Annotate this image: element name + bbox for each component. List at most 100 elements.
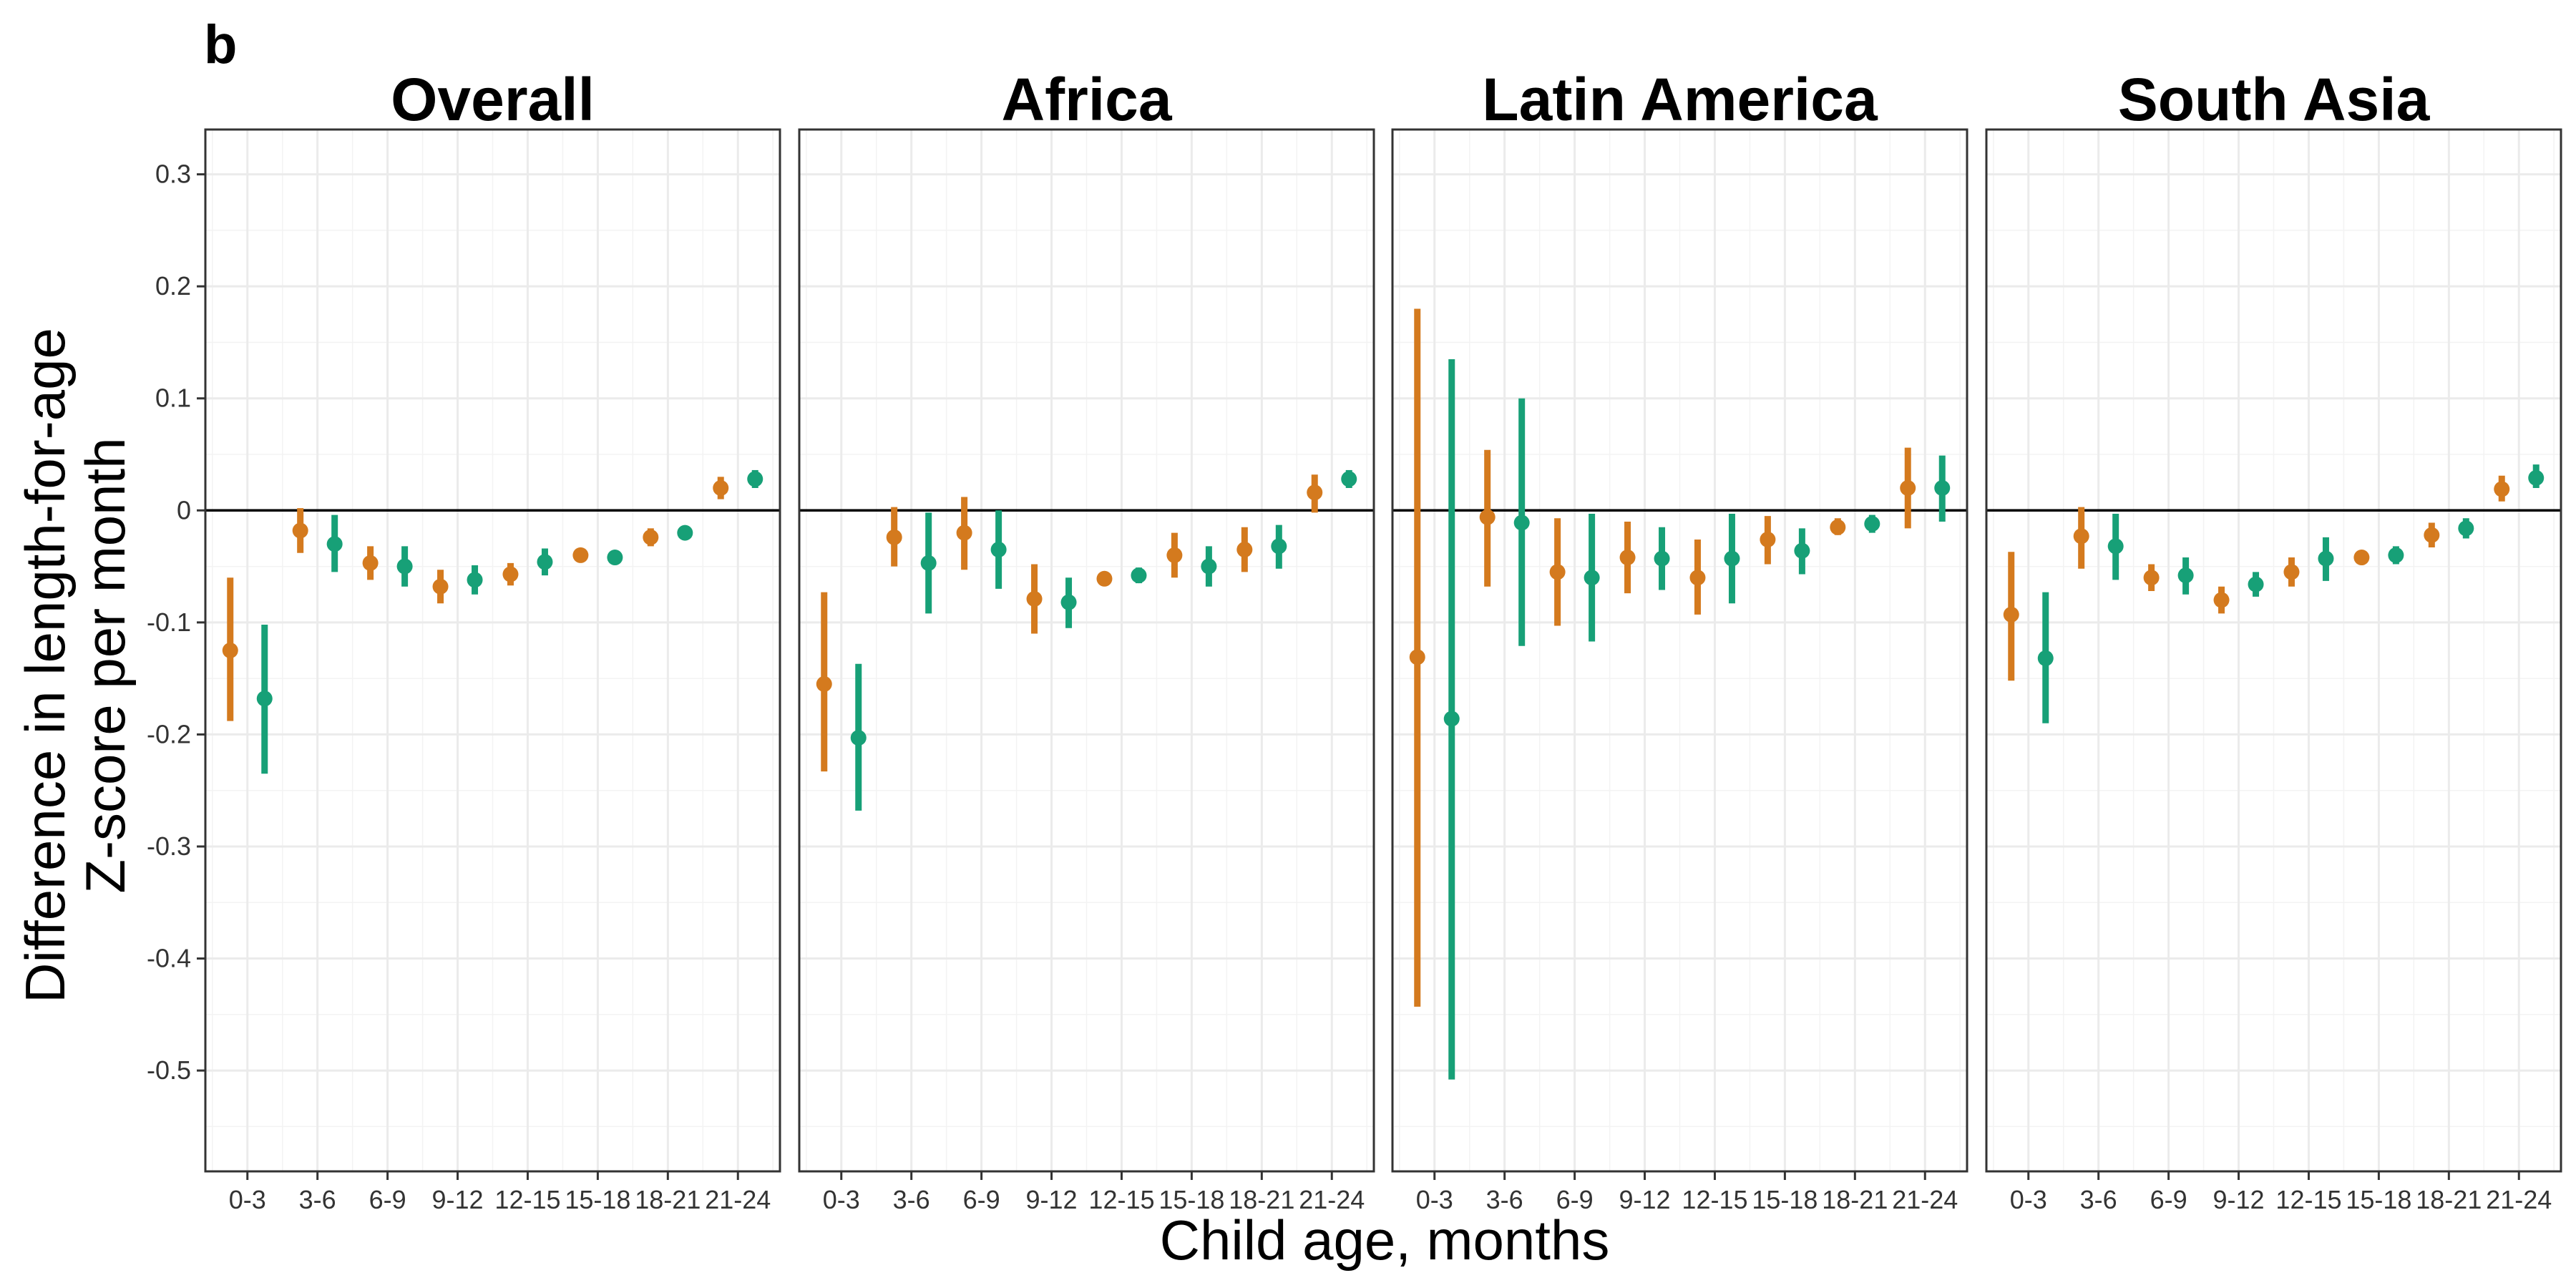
x-tick-label: 15-18 xyxy=(565,1185,630,1214)
x-tick-label: 0-3 xyxy=(823,1185,860,1214)
y-axis-title: Difference in length-for-age Z-score per… xyxy=(14,328,137,1003)
panel-south-asia: South Asia 0-3 3-6 6-9 9-12 12-15 15-18 18-21 21… xyxy=(1985,66,2562,1214)
point-series1-15-18 xyxy=(1760,532,1776,548)
x-tick-label: 9-12 xyxy=(432,1185,484,1214)
point-series2-9-12 xyxy=(2248,576,2264,592)
x-tick-label: 12-15 xyxy=(1088,1185,1154,1214)
point-series1-6-9 xyxy=(956,525,972,541)
x-tick-label: 15-18 xyxy=(2346,1185,2411,1214)
point-series1-6-9 xyxy=(1549,564,1566,580)
point-series1-12-15 xyxy=(2283,564,2300,580)
point-series1-3-6 xyxy=(886,529,902,545)
point-series1-6-9 xyxy=(2143,570,2160,586)
point-series1-0-3 xyxy=(222,643,238,658)
y-tick-label: -0.3 xyxy=(147,831,191,861)
x-tick-label: 6-9 xyxy=(2150,1185,2187,1214)
point-series2-6-9 xyxy=(2177,567,2194,584)
panel-frame xyxy=(1391,128,1968,1173)
point-series2-15-18 xyxy=(2388,547,2404,563)
x-tick-label: 6-9 xyxy=(369,1185,406,1214)
point-series2-0-3 xyxy=(256,691,273,707)
point-series2-3-6 xyxy=(920,555,937,571)
point-series2-21-24 xyxy=(2528,469,2545,486)
point-series2-15-18 xyxy=(1794,542,1810,559)
point-series1-15-18 xyxy=(1166,547,1183,563)
panel-latin-america: Latin America 0-3 3-6 6-9 9-12 12-15 15-18 18-2… xyxy=(1391,66,1968,1214)
point-series2-3-6 xyxy=(2107,538,2124,555)
point-series2-3-6 xyxy=(326,536,343,552)
point-series2-9-12 xyxy=(1060,594,1077,610)
point-series1-3-6 xyxy=(292,522,308,539)
y-axis-title-line2: Z-score per month xyxy=(74,437,137,893)
x-tick-label: 0-3 xyxy=(1416,1185,1453,1214)
x-tick-label: 18-21 xyxy=(1822,1185,1888,1214)
point-series1-12-15 xyxy=(1096,570,1113,587)
point-series2-21-24 xyxy=(747,471,763,487)
y-tick-label: -0.5 xyxy=(147,1055,191,1085)
point-series1-3-6 xyxy=(1479,509,1496,525)
x-tick-label: 3-6 xyxy=(893,1185,930,1214)
point-series2-18-21 xyxy=(677,525,693,541)
x-tick-label: 9-12 xyxy=(1026,1185,1078,1214)
point-series1-15-18 xyxy=(572,547,589,563)
panel-frame xyxy=(204,128,781,1173)
x-tick-label: 21-24 xyxy=(705,1185,771,1214)
point-series1-18-21 xyxy=(1830,519,1846,535)
panel-overall: Overall 0-3 3-6 6-9 9-12 12-15 15-18 18-21 21-24 xyxy=(204,66,781,1214)
point-series2-6-9 xyxy=(396,558,413,575)
panel-title: Africa xyxy=(1001,66,1172,133)
point-series2-18-21 xyxy=(1864,516,1880,532)
panel-frame xyxy=(798,128,1375,1173)
point-series2-0-3 xyxy=(2037,650,2054,666)
point-series2-9-12 xyxy=(1654,550,1670,567)
x-axis-title: Child age, months xyxy=(1160,1209,1610,1272)
y-tick-label: -0.2 xyxy=(147,719,191,748)
x-tick-label: 15-18 xyxy=(1158,1185,1224,1214)
x-tick-label: 12-15 xyxy=(1682,1185,1747,1214)
point-series1-3-6 xyxy=(2073,528,2089,545)
point-series1-0-3 xyxy=(816,675,832,692)
point-series2-12-15 xyxy=(537,554,553,570)
point-series1-0-3 xyxy=(1409,649,1425,665)
x-tick-label: 0-3 xyxy=(2010,1185,2047,1214)
x-tick-label: 0-3 xyxy=(229,1185,266,1214)
x-tick-label: 12-15 xyxy=(494,1185,560,1214)
x-tick-label: 18-21 xyxy=(2416,1185,2482,1214)
x-tick-label: 18-21 xyxy=(635,1185,701,1214)
point-series1-9-12 xyxy=(1026,590,1043,607)
y-tick-label: 0.2 xyxy=(155,271,191,301)
x-tick-label: 21-24 xyxy=(2486,1185,2552,1214)
point-series2-3-6 xyxy=(1513,514,1530,531)
y-axis: 0.3 0.2 0.1 0 -0.1 -0.2 -0.3 -0.4 -0.5 xyxy=(147,160,205,1085)
point-series2-6-9 xyxy=(990,542,1007,558)
point-series1-9-12 xyxy=(1619,550,1636,566)
x-tick-label: 6-9 xyxy=(963,1185,1000,1214)
panel-label: b xyxy=(204,14,237,75)
x-tick-label: 3-6 xyxy=(1486,1185,1523,1214)
y-tick-label: -0.4 xyxy=(147,944,191,973)
point-series1-9-12 xyxy=(2213,592,2230,608)
point-series1-18-21 xyxy=(2424,527,2440,543)
x-tick-label: 3-6 xyxy=(299,1185,336,1214)
point-series2-15-18 xyxy=(607,550,623,566)
y-tick-label: 0.3 xyxy=(155,160,191,189)
point-series1-12-15 xyxy=(502,566,519,582)
panel-title: Latin America xyxy=(1482,66,1878,133)
y-axis-title-line1: Difference in length-for-age xyxy=(14,328,77,1003)
point-series1-18-21 xyxy=(1236,542,1253,558)
point-series1-21-24 xyxy=(2494,481,2510,497)
point-series2-0-3 xyxy=(1443,711,1460,727)
x-tick-label: 3-6 xyxy=(2080,1185,2117,1214)
point-series1-21-24 xyxy=(1900,479,1916,496)
point-series1-15-18 xyxy=(2353,550,2370,566)
point-series2-18-21 xyxy=(1271,538,1287,555)
point-series2-6-9 xyxy=(1584,570,1600,586)
x-tick-label: 12-15 xyxy=(2275,1185,2341,1214)
point-series1-6-9 xyxy=(362,555,379,571)
panel-africa: Africa 0-3 3-6 6-9 9-12 12-15 15-18 18-21 21-24 xyxy=(798,66,1375,1214)
point-series1-0-3 xyxy=(2003,606,2019,623)
point-series2-18-21 xyxy=(2458,520,2474,537)
x-tick-label: 21-24 xyxy=(1299,1185,1365,1214)
panel-frame xyxy=(1985,128,2562,1173)
